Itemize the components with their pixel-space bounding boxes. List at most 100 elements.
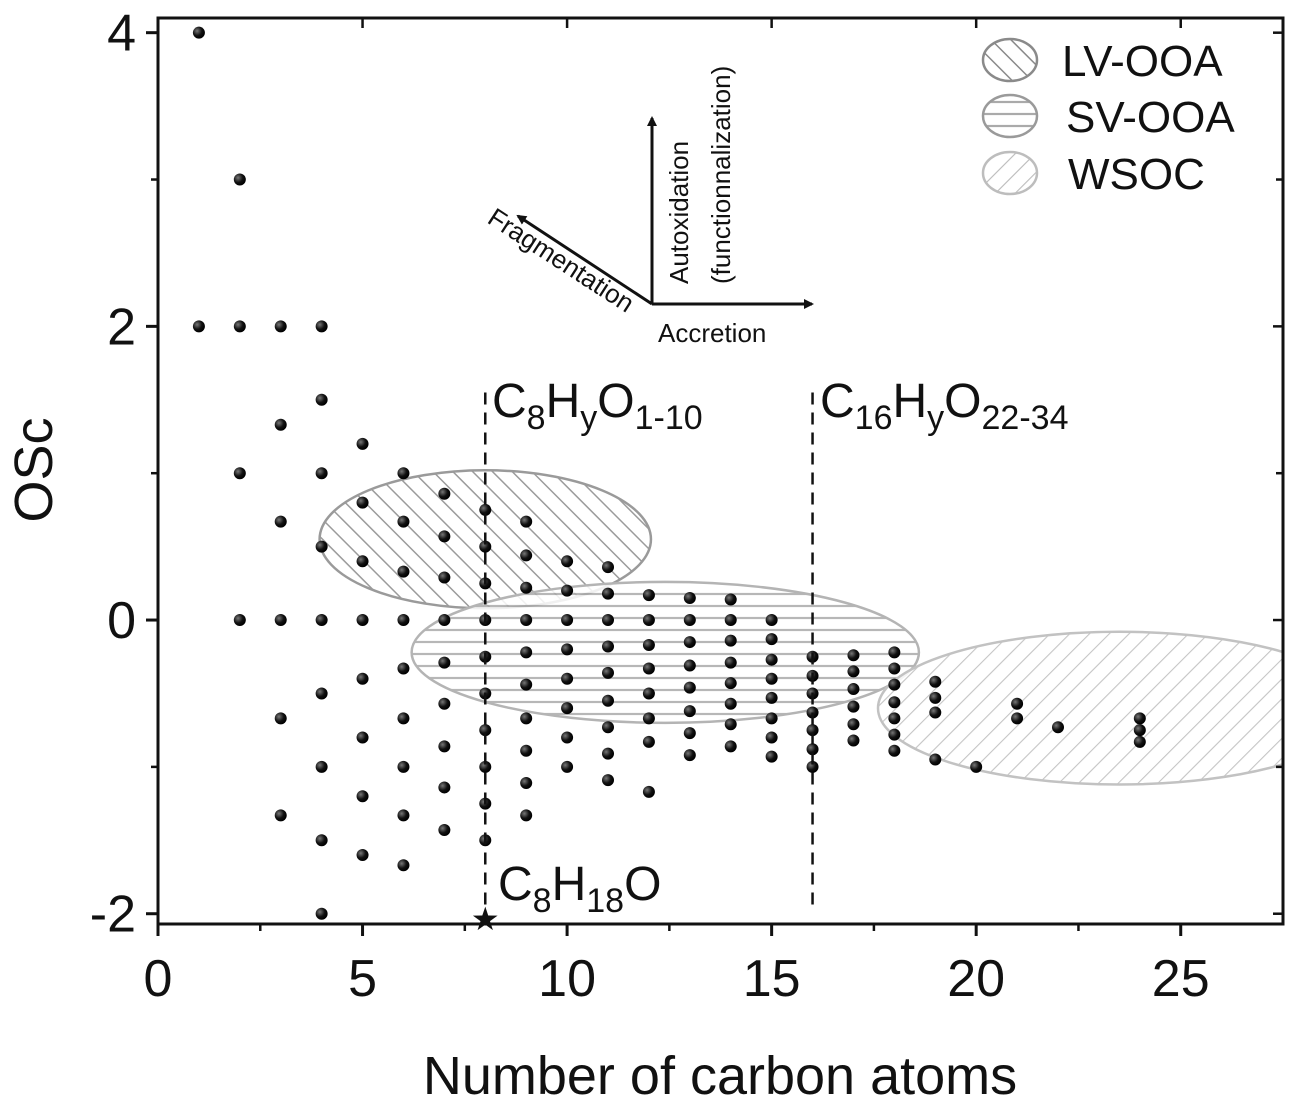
data-point bbox=[642, 687, 655, 700]
legend-swatch-sv-ooa bbox=[981, 93, 1039, 139]
data-point bbox=[847, 718, 860, 731]
data-point bbox=[683, 614, 696, 627]
data-point bbox=[765, 712, 778, 725]
data-point bbox=[724, 697, 737, 710]
data-point bbox=[274, 418, 287, 431]
legend: LV-OOA SV-OOA WSOC bbox=[981, 37, 1235, 199]
data-point bbox=[683, 592, 696, 605]
label-fragmentation: Fragmentation bbox=[483, 202, 640, 318]
legend-item-wsoc: WSOC bbox=[981, 150, 1205, 199]
data-point bbox=[520, 678, 533, 691]
regions bbox=[318, 469, 1283, 786]
data-point bbox=[888, 662, 901, 675]
data-point bbox=[438, 697, 451, 710]
legend-item-sv-ooa: SV-OOA bbox=[981, 93, 1235, 142]
data-point bbox=[233, 467, 246, 480]
x-tick-label: 15 bbox=[743, 950, 801, 1008]
data-point bbox=[397, 614, 410, 627]
data-point bbox=[438, 614, 451, 627]
legend-label-wsoc: WSOC bbox=[1068, 150, 1205, 199]
data-point bbox=[724, 634, 737, 647]
data-point bbox=[192, 26, 205, 39]
x-tick-label: 10 bbox=[538, 950, 596, 1008]
data-point bbox=[724, 740, 737, 753]
data-point bbox=[315, 320, 328, 333]
data-point bbox=[315, 907, 328, 920]
data-point bbox=[520, 777, 533, 790]
data-point bbox=[888, 712, 901, 725]
data-point bbox=[642, 712, 655, 725]
data-point bbox=[315, 614, 328, 627]
data-point bbox=[602, 587, 614, 600]
data-point bbox=[233, 614, 246, 627]
data-point bbox=[929, 675, 942, 688]
data-point bbox=[642, 589, 655, 602]
data-point bbox=[929, 691, 942, 704]
data-point bbox=[520, 614, 533, 627]
label-autoxidation: Autoxidation bbox=[664, 141, 694, 284]
data-point bbox=[888, 678, 901, 691]
data-point bbox=[479, 760, 492, 773]
data-point bbox=[479, 540, 492, 553]
data-point bbox=[356, 555, 369, 568]
data-point bbox=[479, 503, 492, 516]
data-point bbox=[847, 683, 860, 696]
y-axis-title: OSc bbox=[4, 417, 64, 522]
plot-frame bbox=[156, 16, 1285, 926]
data-point bbox=[438, 530, 451, 543]
data-point bbox=[888, 728, 901, 741]
data-point bbox=[724, 718, 737, 731]
data-point bbox=[520, 581, 533, 594]
arrow-fragmentation bbox=[516, 214, 653, 306]
data-point bbox=[683, 659, 696, 672]
data-point bbox=[520, 549, 533, 562]
data-point bbox=[561, 643, 574, 656]
data-point bbox=[315, 834, 328, 847]
data-point bbox=[315, 540, 328, 553]
data-point bbox=[847, 649, 860, 662]
data-point bbox=[397, 662, 410, 675]
data-point bbox=[602, 666, 614, 679]
legend-swatch-wsoc bbox=[981, 150, 1039, 196]
data-point bbox=[642, 662, 655, 675]
data-point bbox=[602, 747, 614, 760]
data-point bbox=[438, 740, 451, 753]
data-point bbox=[438, 824, 451, 837]
y-tick-label: 2 bbox=[107, 298, 136, 356]
data-point bbox=[765, 731, 778, 744]
data-point bbox=[520, 515, 533, 528]
data-point bbox=[1011, 697, 1024, 710]
data-point bbox=[315, 467, 328, 480]
data-point bbox=[274, 809, 287, 822]
x-tick-label: 20 bbox=[947, 950, 1005, 1008]
data-point bbox=[233, 320, 246, 333]
data-point bbox=[642, 785, 655, 798]
data-point bbox=[1133, 712, 1146, 725]
data-point bbox=[438, 487, 451, 500]
label-accretion: Accretion bbox=[658, 318, 766, 348]
data-point bbox=[561, 555, 574, 568]
data-point bbox=[561, 702, 574, 715]
legend-label-lv-ooa: LV-OOA bbox=[1062, 37, 1223, 86]
x-axis-title: Number of carbon atoms bbox=[423, 1046, 1017, 1106]
data-point bbox=[397, 760, 410, 773]
data-point bbox=[765, 672, 778, 685]
data-point bbox=[847, 700, 860, 713]
data-point bbox=[683, 636, 696, 649]
process-arrows: Fragmentation Autoxidation (functionnali… bbox=[483, 66, 814, 348]
data-point bbox=[602, 614, 614, 627]
data-point bbox=[683, 727, 696, 740]
data-point bbox=[397, 859, 410, 872]
x-tick-label: 0 bbox=[144, 950, 173, 1008]
data-point bbox=[356, 614, 369, 627]
data-point bbox=[520, 646, 533, 659]
data-point bbox=[397, 809, 410, 822]
data-point bbox=[1133, 735, 1146, 748]
region-wsoc bbox=[876, 630, 1283, 786]
data-point bbox=[192, 320, 205, 333]
data-point bbox=[683, 681, 696, 694]
points bbox=[192, 26, 1146, 920]
legend-swatch-lv-ooa bbox=[981, 37, 1039, 83]
data-point bbox=[356, 437, 369, 450]
data-point bbox=[315, 687, 328, 700]
